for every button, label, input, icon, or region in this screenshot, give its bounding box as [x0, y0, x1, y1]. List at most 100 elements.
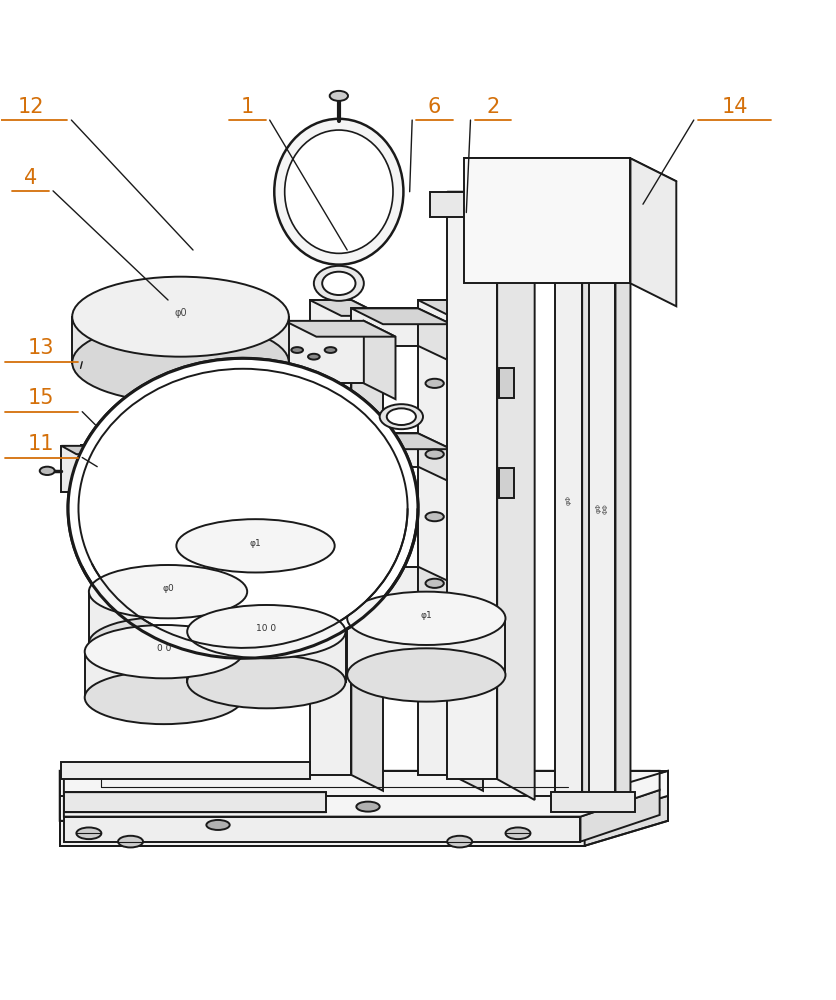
Polygon shape	[582, 233, 599, 800]
Text: 0 0: 0 0	[156, 644, 171, 653]
Polygon shape	[418, 308, 451, 362]
Text: 15: 15	[28, 388, 54, 408]
Ellipse shape	[292, 347, 303, 353]
Ellipse shape	[72, 323, 289, 403]
Polygon shape	[309, 300, 383, 316]
Polygon shape	[285, 321, 364, 383]
Text: φ0: φ0	[174, 308, 186, 318]
Polygon shape	[176, 546, 334, 608]
Polygon shape	[447, 192, 535, 213]
Polygon shape	[61, 762, 309, 779]
Polygon shape	[59, 821, 584, 846]
Ellipse shape	[329, 91, 348, 101]
Text: 12: 12	[18, 97, 43, 117]
Text: φΦ: φΦ	[566, 495, 572, 505]
Ellipse shape	[426, 379, 444, 388]
Polygon shape	[64, 792, 326, 812]
Ellipse shape	[118, 836, 143, 847]
Ellipse shape	[356, 802, 380, 812]
Ellipse shape	[285, 130, 393, 253]
Polygon shape	[59, 771, 668, 821]
Text: φ1: φ1	[250, 539, 262, 548]
Ellipse shape	[206, 820, 230, 830]
Polygon shape	[499, 368, 514, 398]
Text: 13: 13	[28, 338, 54, 358]
Ellipse shape	[447, 836, 472, 847]
Polygon shape	[497, 192, 535, 800]
Polygon shape	[351, 567, 418, 600]
Polygon shape	[418, 433, 451, 483]
Ellipse shape	[176, 582, 334, 635]
Ellipse shape	[308, 354, 319, 360]
Polygon shape	[80, 445, 309, 476]
Polygon shape	[551, 792, 635, 812]
Ellipse shape	[68, 358, 418, 658]
Ellipse shape	[506, 827, 531, 839]
Text: 2: 2	[487, 97, 500, 117]
Ellipse shape	[274, 119, 404, 265]
Polygon shape	[61, 446, 101, 492]
Polygon shape	[418, 300, 483, 316]
Polygon shape	[497, 192, 535, 238]
Polygon shape	[61, 446, 116, 454]
Ellipse shape	[79, 369, 408, 648]
Ellipse shape	[89, 617, 247, 670]
Text: 4: 4	[24, 168, 37, 188]
Ellipse shape	[387, 408, 416, 425]
Text: φ0: φ0	[162, 584, 174, 593]
Ellipse shape	[72, 277, 289, 357]
Polygon shape	[364, 321, 395, 399]
Polygon shape	[464, 158, 630, 283]
Ellipse shape	[426, 450, 444, 459]
Polygon shape	[347, 618, 506, 675]
Polygon shape	[351, 433, 451, 449]
Text: 11: 11	[28, 434, 54, 454]
Polygon shape	[418, 300, 451, 775]
Ellipse shape	[380, 404, 423, 429]
Text: 10 0: 10 0	[257, 624, 277, 633]
Text: 14: 14	[721, 97, 748, 117]
Polygon shape	[187, 632, 345, 682]
Ellipse shape	[79, 370, 406, 647]
Ellipse shape	[322, 272, 355, 295]
Polygon shape	[64, 817, 580, 842]
Polygon shape	[309, 300, 351, 775]
Polygon shape	[285, 321, 395, 337]
Ellipse shape	[84, 625, 243, 678]
Ellipse shape	[76, 827, 101, 839]
Polygon shape	[630, 158, 676, 306]
Polygon shape	[589, 204, 630, 212]
Ellipse shape	[314, 266, 364, 301]
Ellipse shape	[324, 347, 336, 353]
Text: 1: 1	[241, 97, 254, 117]
Polygon shape	[84, 652, 243, 697]
Polygon shape	[447, 192, 497, 779]
Polygon shape	[615, 204, 630, 801]
Ellipse shape	[347, 592, 506, 645]
Ellipse shape	[84, 671, 243, 724]
Ellipse shape	[426, 579, 444, 588]
Polygon shape	[555, 233, 582, 792]
Polygon shape	[584, 796, 668, 846]
Text: φΦ
ΦΦ: φΦ ΦΦ	[595, 503, 609, 514]
Polygon shape	[555, 233, 599, 242]
Polygon shape	[351, 300, 383, 791]
Polygon shape	[89, 592, 247, 643]
Text: 6: 6	[428, 97, 441, 117]
Polygon shape	[351, 308, 418, 346]
Polygon shape	[589, 204, 615, 793]
Polygon shape	[431, 192, 497, 217]
Polygon shape	[101, 446, 116, 500]
Ellipse shape	[347, 648, 506, 702]
Ellipse shape	[426, 512, 444, 521]
Polygon shape	[351, 308, 451, 324]
Ellipse shape	[187, 605, 345, 658]
Ellipse shape	[176, 519, 334, 572]
Ellipse shape	[89, 565, 247, 618]
Ellipse shape	[187, 655, 345, 708]
Polygon shape	[418, 567, 451, 616]
Polygon shape	[499, 468, 514, 498]
Text: φ1: φ1	[421, 611, 432, 620]
Polygon shape	[64, 771, 660, 817]
Polygon shape	[351, 433, 418, 467]
